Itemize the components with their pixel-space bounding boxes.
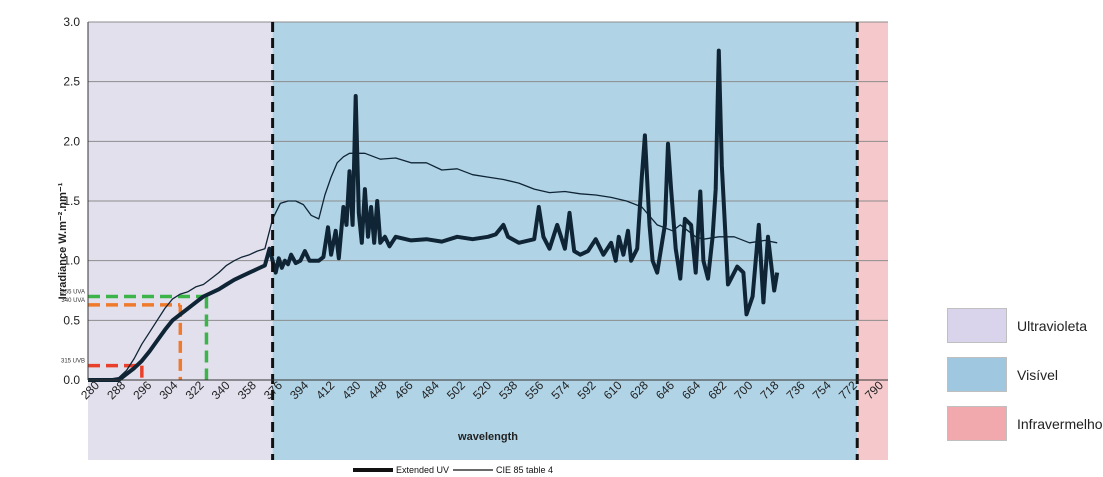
marker-label-2: 355 UVA (61, 289, 85, 295)
axes (87, 22, 888, 381)
series-legend: Extended UV CIE 85 table 4 (353, 465, 553, 475)
y-tick-label-5: 2.5 (63, 75, 80, 89)
region-dividers (271, 22, 859, 460)
legend-swatch-visible (947, 357, 1007, 392)
region-band-2 (857, 22, 888, 460)
legend-swatch-infrared (947, 406, 1007, 441)
threshold-markers (88, 294, 209, 380)
region-band-0 (88, 22, 273, 460)
x-axis-title: wavelength (457, 431, 518, 443)
marker-label-0: 315 UVB (61, 359, 85, 365)
series-line-0 (88, 48, 780, 382)
y-tick-label-3: 1.5 (63, 194, 80, 208)
series-lines (88, 48, 780, 382)
y-tick-label-2: 1.0 (63, 254, 80, 268)
y-tick-label-6: 3.0 (63, 15, 80, 29)
legend-label-infrared: Infravermelho (1017, 416, 1103, 432)
legend-swatch-ultraviolet (947, 308, 1007, 343)
y-tick-label-4: 2.0 (63, 134, 80, 148)
legend-label-visible: Visível (1017, 367, 1058, 383)
y-tick-label-0: 0.0 (63, 373, 80, 387)
legend-label-ultraviolet: Ultravioleta (1017, 318, 1088, 334)
y-axis-title: Irradiance W.m⁻².nm⁻¹ (57, 182, 69, 299)
y-tick-label-1: 0.5 (63, 313, 80, 327)
marker-label-1: 340 UVA (61, 298, 85, 304)
legend-label-cie85: CIE 85 table 4 (496, 465, 553, 475)
series-line-1 (88, 152, 778, 381)
legend-label-extended-uv: Extended UV (396, 465, 449, 475)
